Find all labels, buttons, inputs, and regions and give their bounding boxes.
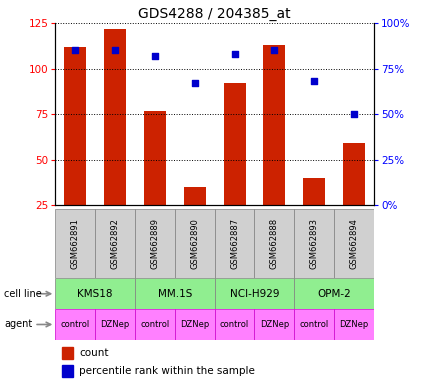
Bar <box>55 309 95 340</box>
Point <box>191 80 198 86</box>
Bar <box>62 347 73 359</box>
Point <box>351 111 357 118</box>
Text: NCI-H929: NCI-H929 <box>230 289 279 299</box>
Bar <box>255 209 294 278</box>
Text: percentile rank within the sample: percentile rank within the sample <box>79 366 255 376</box>
Bar <box>294 209 334 278</box>
Point <box>311 78 317 84</box>
Bar <box>303 178 325 205</box>
Bar <box>294 309 334 340</box>
Bar <box>224 83 246 205</box>
Text: GSM662891: GSM662891 <box>71 218 79 269</box>
Text: DZNep: DZNep <box>340 320 369 329</box>
Point <box>231 51 238 57</box>
Bar <box>334 209 374 278</box>
Bar <box>343 144 365 205</box>
Bar <box>64 47 86 205</box>
Text: agent: agent <box>4 319 32 329</box>
Text: control: control <box>140 320 170 329</box>
Text: GSM662887: GSM662887 <box>230 218 239 270</box>
Text: GSM662888: GSM662888 <box>270 218 279 270</box>
Text: cell line: cell line <box>4 289 42 299</box>
Text: GSM662893: GSM662893 <box>310 218 319 269</box>
Text: control: control <box>300 320 329 329</box>
Bar <box>104 28 126 205</box>
Bar <box>135 209 175 278</box>
Text: count: count <box>79 348 109 358</box>
Title: GDS4288 / 204385_at: GDS4288 / 204385_at <box>138 7 291 21</box>
Bar <box>334 309 374 340</box>
Bar <box>175 209 215 278</box>
Bar <box>184 187 206 205</box>
Point <box>271 47 278 53</box>
Bar <box>175 309 215 340</box>
Text: DZNep: DZNep <box>180 320 210 329</box>
Bar <box>144 111 166 205</box>
Bar <box>215 309 255 340</box>
Text: GSM662892: GSM662892 <box>110 218 119 269</box>
Text: control: control <box>60 320 90 329</box>
Point <box>72 47 79 53</box>
Text: GSM662890: GSM662890 <box>190 218 199 269</box>
Point <box>151 53 158 59</box>
Bar <box>95 209 135 278</box>
Bar <box>95 309 135 340</box>
Bar <box>135 278 215 309</box>
Bar <box>135 309 175 340</box>
Text: DZNep: DZNep <box>100 320 130 329</box>
Text: GSM662889: GSM662889 <box>150 218 159 269</box>
Text: KMS18: KMS18 <box>77 289 113 299</box>
Bar <box>215 209 255 278</box>
Bar <box>264 45 285 205</box>
Bar <box>62 365 73 377</box>
Text: GSM662894: GSM662894 <box>350 218 359 269</box>
Bar <box>294 278 374 309</box>
Text: OPM-2: OPM-2 <box>317 289 351 299</box>
Text: DZNep: DZNep <box>260 320 289 329</box>
Text: MM.1S: MM.1S <box>158 289 192 299</box>
Bar <box>255 309 294 340</box>
Bar <box>55 278 135 309</box>
Bar <box>55 209 95 278</box>
Point <box>112 47 119 53</box>
Bar <box>215 278 294 309</box>
Text: control: control <box>220 320 249 329</box>
